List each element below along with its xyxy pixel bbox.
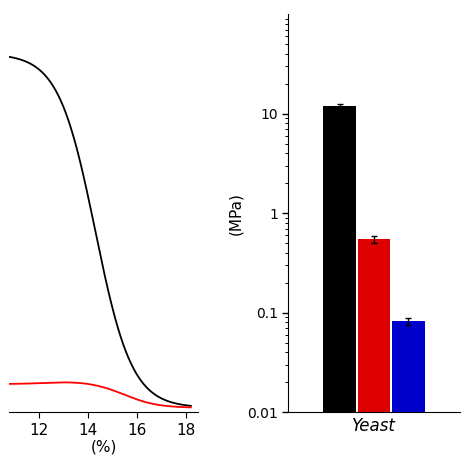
Bar: [358, 239, 390, 474]
Y-axis label: (MPa): (MPa): [228, 192, 243, 235]
Bar: [323, 106, 356, 474]
X-axis label: (%): (%): [91, 439, 117, 454]
Bar: [392, 321, 425, 474]
